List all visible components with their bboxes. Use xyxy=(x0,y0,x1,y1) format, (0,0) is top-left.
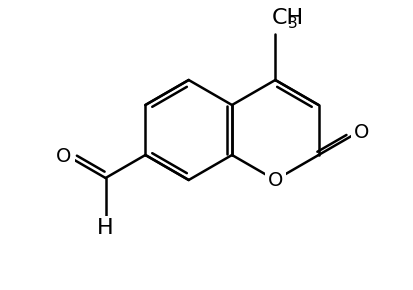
Text: CH: CH xyxy=(271,8,303,28)
Text: 3: 3 xyxy=(287,16,297,31)
Text: O: O xyxy=(267,171,282,189)
Text: O: O xyxy=(354,122,369,142)
Text: H: H xyxy=(97,218,114,238)
Text: O: O xyxy=(56,148,71,166)
